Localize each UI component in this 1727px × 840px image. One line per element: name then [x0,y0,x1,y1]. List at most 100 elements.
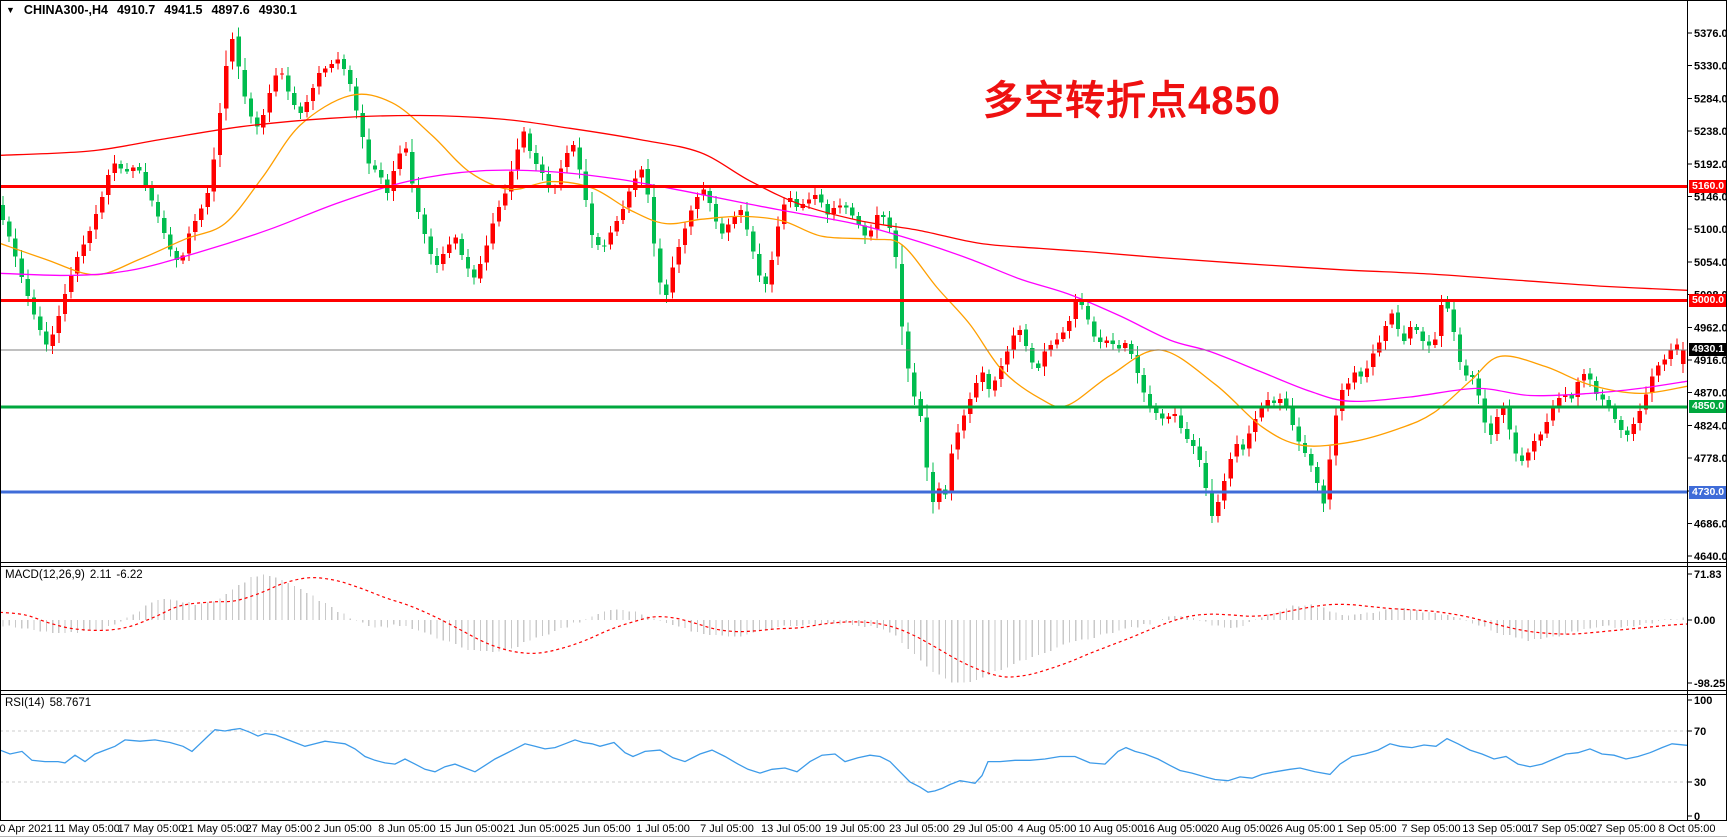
candle-body [813,195,818,200]
candle-body [38,316,43,330]
candle-body [1042,351,1047,367]
candle-body [286,75,291,92]
candle-body [571,145,576,152]
candle-body [912,372,917,397]
candle-body [639,169,644,178]
candle-body [1160,413,1165,419]
candle-body [645,168,650,195]
candle-body [1656,365,1661,376]
candle-body [825,203,830,215]
candle-body [937,488,942,502]
candle-body [1606,399,1611,408]
candle-body [1426,341,1432,346]
candle-body [751,231,756,252]
time-axis-label: 23 Jul 05:00 [889,823,949,835]
candle-body [50,334,55,347]
candle-body [558,168,564,185]
candle-body [676,247,681,265]
price-axis-label: 5376.0 [1694,28,1727,40]
time-axis-label: 15 Jun 05:00 [439,823,503,835]
candle-body [459,239,464,256]
candle-body [1588,373,1593,380]
candle-body [868,230,874,237]
chart-expander-icon[interactable]: ▼ [6,5,15,15]
candle-body [949,453,954,491]
candle-body [217,112,223,156]
time-axis-label: 1 Sep 05:00 [1337,823,1396,835]
pivot-annotation-text: 多空转折点4850 [983,79,1281,123]
candle-body [744,211,750,230]
candle-body [1079,299,1084,305]
time-axis-label: 13 Jul 05:00 [761,823,821,835]
candle-body [1377,342,1382,353]
candle-body [391,170,396,191]
symbol-timeframe-label: CHINA300-,H4 [23,3,108,17]
candle-body [844,205,849,208]
candle-body [335,59,340,64]
candle-body [713,204,719,222]
candle-body [980,372,985,382]
time-axis-label: 26 Aug 05:00 [1271,823,1336,835]
candle-body [1284,398,1289,407]
price-axis-label: 5054.0 [1694,257,1727,269]
candle-body [1222,480,1227,501]
time-axis-label: 7 Jul 05:00 [700,823,754,835]
candle-body [1433,339,1438,346]
candle-body [881,215,886,218]
rsi-value: 58.7671 [49,697,92,709]
candle-body [403,148,409,153]
ma-slow-red [0,114,1688,291]
candle-body [1135,355,1140,373]
price-axis-label: 5192.0 [1694,159,1727,171]
candle-body [689,210,694,227]
price-axis-label: 5330.0 [1694,61,1727,73]
candle-body [1420,331,1425,342]
candle-body [1600,394,1605,400]
candle-body [992,380,998,391]
macd-value-signal: -6.22 [116,569,143,581]
candle-body [1116,344,1122,349]
candle-body [837,205,843,208]
rsi-axis-label: 70 [1694,726,1706,738]
candle-body [19,258,24,277]
candle-body [1371,353,1376,367]
candle-body [1203,462,1208,488]
candle-body [1352,372,1357,383]
time-axis-label: 11 May 05:00 [54,823,120,835]
candle-body [1247,433,1252,449]
ohlc-open: 4910.7 [116,3,156,17]
candle-body [1395,312,1401,329]
candle-body [1253,418,1258,432]
candle-body [348,70,353,85]
price-badge-5160.0: 5160.0 [1689,180,1726,194]
candle-body [341,59,347,69]
price-axis-label: 5284.0 [1694,93,1727,105]
candle-body [1519,455,1525,461]
candle-body [329,63,334,68]
candle-body [193,221,198,232]
price-axis-label: 5146.0 [1694,192,1727,204]
candle-body [379,169,384,178]
candle-body [775,226,781,257]
macd-value-main: 2.11 [89,569,112,581]
candle-body [1048,345,1053,351]
candle-body [664,284,669,295]
time-axis-label: 8 Jun 05:00 [378,823,436,835]
candle-body [1408,327,1413,339]
candle-body [999,366,1004,379]
candle-body [1643,394,1649,410]
candle-body [875,214,880,229]
candle-body [1612,408,1618,419]
candle-body [1271,400,1277,403]
candle-body [695,196,700,210]
candle-body [701,189,706,196]
time-axis-label: 13 Sep 05:00 [1462,823,1527,835]
candle-body [1315,466,1320,484]
candle-body [670,267,675,293]
price-axis-label: 4686.0 [1694,519,1727,531]
candle-body [1650,376,1655,393]
time-axis-label: 1 Jul 05:00 [636,823,690,835]
candle-body [1023,329,1029,346]
candle-body [1402,333,1407,342]
